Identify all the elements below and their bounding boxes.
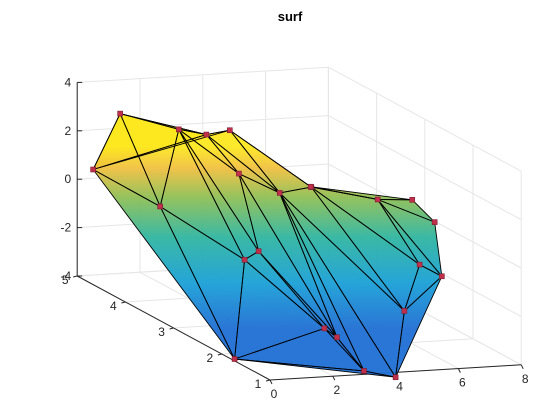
vertex-marker <box>117 110 123 117</box>
surface-face <box>160 129 245 260</box>
vertex-marker <box>90 166 96 173</box>
surface-edges <box>92 113 443 378</box>
y-tick-mark <box>265 379 271 382</box>
vertex-marker <box>374 196 381 203</box>
vertex-marker <box>255 248 262 254</box>
z-tick-label: 4 <box>65 75 72 89</box>
z-tick-label: 0 <box>65 172 72 186</box>
surface-edge <box>92 113 161 207</box>
vertex-marker <box>321 325 328 332</box>
vertex-marker <box>231 356 238 362</box>
vertex-marker <box>416 261 423 268</box>
x-tick-label: 0 <box>271 387 278 401</box>
z-tick-label: -2 <box>61 221 72 235</box>
x-tick-label: 8 <box>522 372 529 386</box>
y-tick-label: 5 <box>62 273 69 287</box>
y-tick-mark <box>121 301 126 304</box>
tick-labels: 0 2 4 6 8 1 2 3 4 5-4 -2 0 2 4 <box>61 75 529 401</box>
vertex-marker <box>431 219 438 225</box>
vertex-marker <box>241 256 248 263</box>
surface-face <box>234 259 325 360</box>
vertex-marker <box>392 374 399 381</box>
y-tick-label: 3 <box>158 325 165 339</box>
vertex-marker <box>157 203 163 210</box>
surface-face <box>244 251 325 329</box>
y-tick-mark <box>217 353 222 356</box>
vertex-marker <box>203 131 210 138</box>
vertex-marker <box>276 190 283 196</box>
x-tick-label: 4 <box>396 379 403 393</box>
surface-face <box>311 187 420 311</box>
surface-face <box>279 187 405 311</box>
vertex-marker <box>236 170 242 177</box>
z-tick-label: 2 <box>65 124 72 138</box>
vertex-marker <box>307 183 314 190</box>
y-tick-label: 4 <box>110 299 117 313</box>
surface-face <box>178 129 259 260</box>
y-tick-label: 1 <box>255 377 262 391</box>
x-tick-label: 2 <box>333 383 340 397</box>
chart-title: surf <box>278 9 303 24</box>
vertex-marker <box>439 273 445 280</box>
z-tick-label: -4 <box>61 269 72 283</box>
x-tick-mark <box>520 364 524 370</box>
vertex-markers <box>90 110 445 381</box>
vertex-marker <box>409 197 416 203</box>
surface-face <box>404 264 442 311</box>
y-tick-mark <box>169 327 174 330</box>
surface-face <box>160 206 245 360</box>
y-tick-label: 2 <box>206 351 213 365</box>
surface-face <box>279 192 405 378</box>
surface-face <box>229 130 312 193</box>
vertex-marker <box>401 308 408 314</box>
x-tick-mark <box>457 368 461 373</box>
vertex-marker <box>227 127 233 134</box>
x-tick-label: 6 <box>459 376 466 390</box>
vertex-marker <box>334 334 340 341</box>
surface-face <box>234 328 364 371</box>
x-tick-mark <box>332 375 336 381</box>
y-tick-mark <box>73 275 78 278</box>
x-tick-mark <box>269 379 273 385</box>
surface-face <box>206 130 280 193</box>
vertex-marker <box>361 368 367 374</box>
vertex-marker <box>175 126 182 133</box>
